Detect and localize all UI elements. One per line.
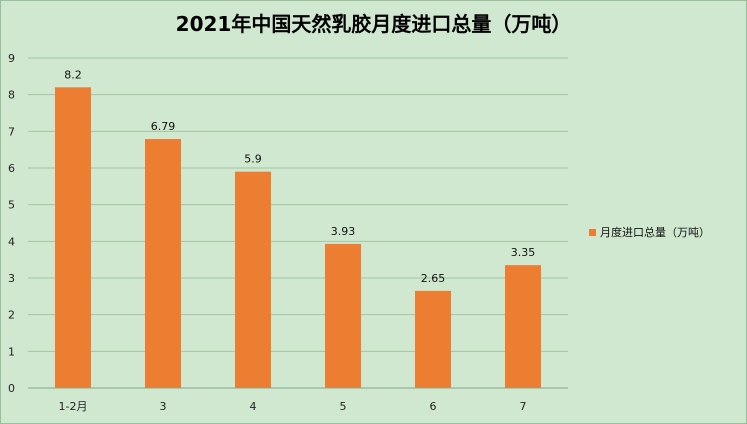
y-tick-label: 3 <box>8 272 15 285</box>
y-tick-label: 8 <box>8 89 15 102</box>
y-tick-label: 7 <box>8 125 15 138</box>
bar <box>145 139 181 388</box>
x-tick-label: 7 <box>520 400 527 413</box>
y-tick-label: 4 <box>8 235 15 248</box>
gridlines <box>28 57 568 389</box>
y-axis-tick-labels: 0 1 2 3 4 5 6 7 8 9 <box>8 52 15 395</box>
data-label: 2.65 <box>421 272 446 285</box>
y-tick-label: 2 <box>8 309 15 322</box>
y-tick-label: 0 <box>8 382 15 395</box>
y-tick-label: 6 <box>8 162 15 175</box>
legend-label: 月度进口总量（万吨） <box>600 226 710 239</box>
y-tick-label: 5 <box>8 199 15 212</box>
bar <box>235 171 271 388</box>
chart-title: 2021年中国天然乳胶月度进口总量（万吨） <box>175 12 572 36</box>
x-tick-label: 5 <box>340 400 347 413</box>
bar <box>325 243 361 388</box>
y-tick-label: 9 <box>8 52 15 65</box>
data-labels: 8.2 6.79 5.9 3.93 2.65 3.35 <box>64 68 535 285</box>
bar <box>415 290 451 388</box>
x-tick-label: 3 <box>160 400 167 413</box>
bar <box>505 265 541 388</box>
y-tick-label: 1 <box>8 345 15 358</box>
data-label: 6.79 <box>151 120 176 133</box>
data-label: 3.93 <box>331 225 356 238</box>
bar <box>55 87 91 388</box>
x-tick-label: 1-2月 <box>59 400 88 413</box>
x-tick-label: 4 <box>250 400 257 413</box>
legend: 月度进口总量（万吨） <box>589 224 710 240</box>
data-label: 8.2 <box>64 68 82 81</box>
data-label: 5.9 <box>244 153 262 166</box>
bars <box>55 87 541 388</box>
data-label: 3.35 <box>511 246 536 259</box>
x-tick-label: 6 <box>430 400 437 413</box>
x-axis-tick-labels: 1-2月 3 4 5 6 7 <box>59 400 527 413</box>
legend-swatch <box>589 228 596 236</box>
